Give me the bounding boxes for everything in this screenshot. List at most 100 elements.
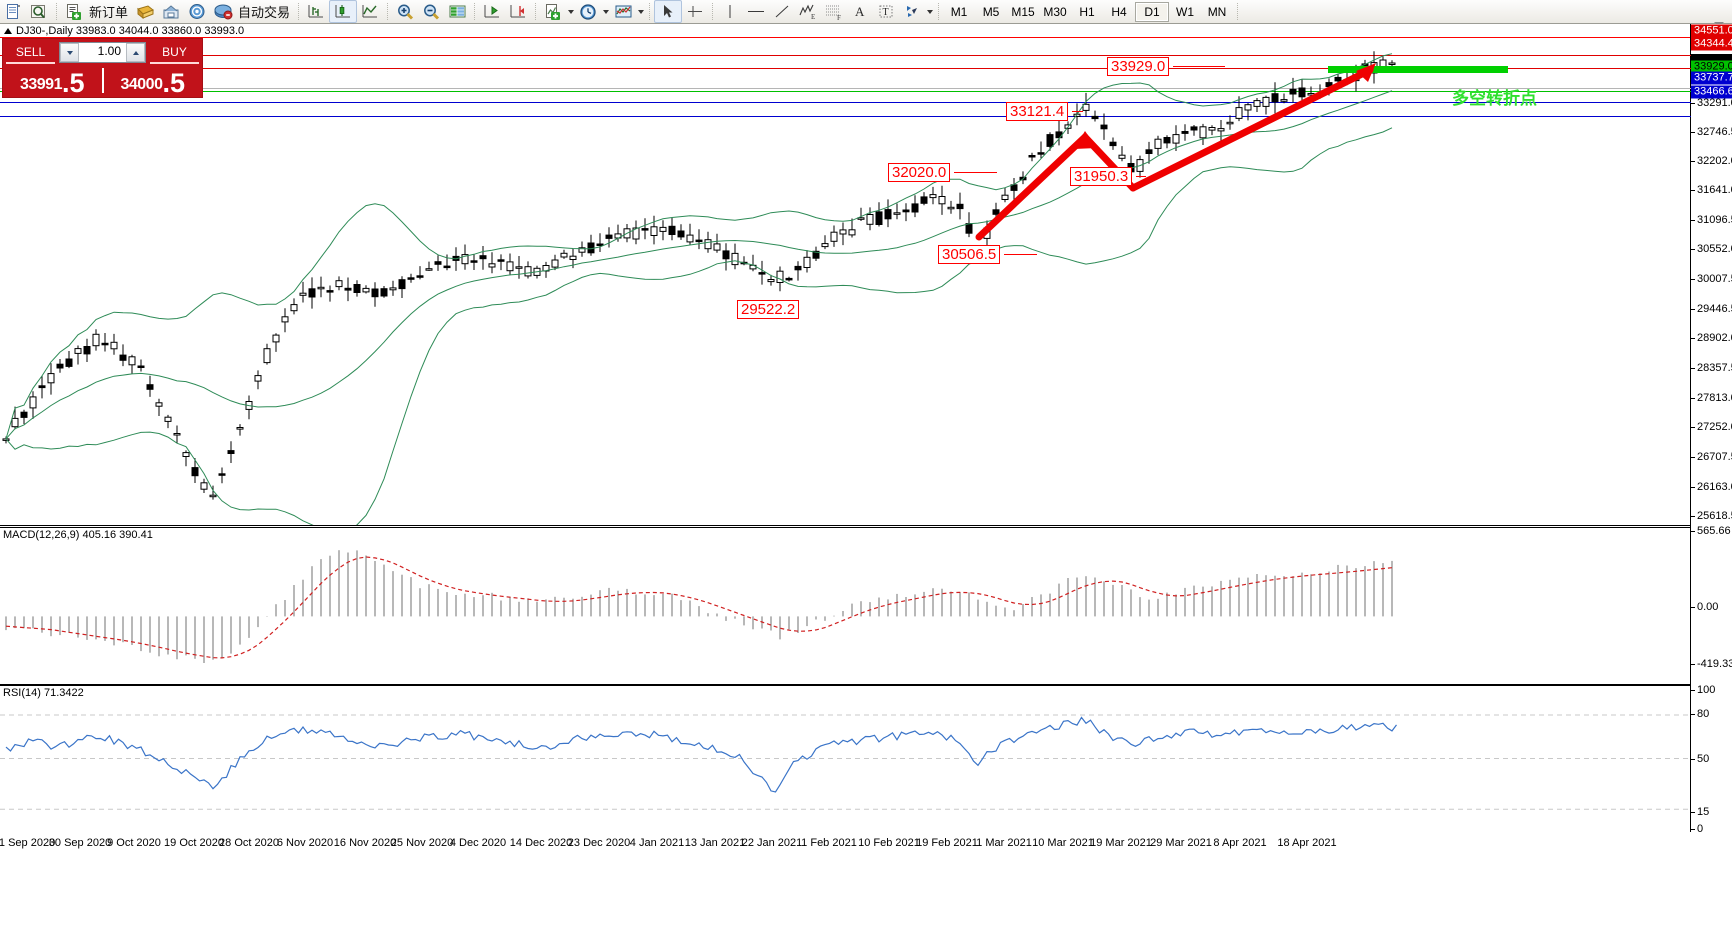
buy-button[interactable]: BUY (150, 41, 199, 64)
date-label: 4 Jan 2021 (629, 837, 685, 849)
line-chart-icon[interactable] (357, 1, 383, 22)
toolbar-separator (712, 2, 714, 21)
new-document-icon[interactable] (0, 1, 26, 22)
candlestick-chart-icon[interactable] (329, 0, 358, 23)
shapes-chevron-down-icon[interactable] (925, 1, 934, 22)
toolbar-separator (474, 2, 476, 21)
macd-label: MACD(12,26,9) 405.16 390.41 (3, 529, 153, 541)
macd-plot (5, 550, 1393, 663)
date-label: 30 Sep 2020 (48, 837, 112, 849)
rsi-label: RSI(14) 71.3422 (3, 687, 84, 699)
autoscroll-icon[interactable] (505, 1, 531, 22)
bar-chart-icon[interactable] (303, 1, 329, 22)
sell-button[interactable]: SELL (6, 41, 55, 64)
volume-stepper[interactable]: 1.00 (59, 42, 146, 63)
date-label: 18 Apr 2021 (1277, 837, 1337, 849)
chinese-note-label: 多空转折点 (1452, 89, 1537, 108)
signals-icon[interactable] (184, 1, 210, 22)
market-icon[interactable] (210, 1, 236, 22)
date-label: 19 Mar 2021 (1090, 837, 1152, 849)
crosshair-icon[interactable] (682, 1, 708, 22)
new-order-label[interactable]: 新订单 (89, 5, 129, 20)
templates-icon[interactable] (610, 1, 636, 22)
horizontal-line-icon[interactable] (743, 1, 769, 22)
fibonacci-icon[interactable]: F (821, 1, 847, 22)
volume-increase-button[interactable] (126, 43, 145, 62)
price-axis[interactable]: 33291.0 32746.5 32202.0 31641.0 31096.5 30552… (1691, 24, 1732, 835)
timeframe-d1[interactable]: D1 (1135, 1, 1170, 22)
text-icon[interactable]: A (847, 1, 873, 22)
one-click-trading-panel[interactable]: SELL 1.00 BUY 33991 . 5 34000 . 5 (2, 38, 203, 98)
price-annotation-31950.3[interactable]: 31950.3 (1070, 167, 1133, 186)
timeframe-m5[interactable]: M5 (982, 4, 1000, 19)
history-icon[interactable] (132, 1, 158, 22)
sell-price[interactable]: 33991 . 5 (3, 66, 102, 97)
buy-price[interactable]: 34000 . 5 (104, 66, 203, 98)
vertical-line-icon[interactable] (717, 1, 743, 22)
timeframe-m1[interactable]: M1 (950, 4, 968, 19)
axis-label-25618.5: 25618.5 (1697, 510, 1732, 522)
date-label: 14 Dec 2020 (509, 837, 573, 849)
period-icon[interactable] (575, 1, 601, 22)
price-tag-33466.6: 33466.6 (1691, 85, 1732, 99)
axis-tick (1691, 398, 1695, 399)
axis-tick (1691, 607, 1695, 608)
buy-price-last: 5 (169, 68, 186, 98)
data-window-icon[interactable] (158, 1, 184, 22)
timeframe-h4[interactable]: H4 (1111, 4, 1127, 19)
volume-decrease-button[interactable] (60, 43, 79, 62)
date-label: 16 Nov 2020 (333, 837, 397, 849)
symbol-search-icon[interactable] (26, 1, 52, 22)
timeframe-w1[interactable]: W1 (1176, 4, 1195, 19)
collapse-triangle-icon[interactable] (4, 28, 12, 34)
level-line-gray (0, 88, 1691, 89)
axis-tick (1691, 132, 1695, 133)
axis-tick (1691, 516, 1695, 517)
axis-label-30007.5: 30007.5 (1697, 273, 1732, 285)
oct-price-row: 33991 . 5 34000 . 5 (3, 66, 203, 98)
zoom-out-icon[interactable] (418, 1, 444, 22)
indicators-chevron-down-icon[interactable] (566, 1, 575, 22)
axis-label-33291.0: 33291.0 (1697, 97, 1732, 109)
shapes-icon[interactable] (899, 1, 925, 22)
zoom-in-icon[interactable] (392, 1, 418, 22)
text-label-icon[interactable]: T (873, 1, 899, 22)
axis-label-31096.5: 31096.5 (1697, 214, 1732, 226)
svg-text:A: A (855, 4, 865, 19)
elliott-wave-icon[interactable]: E (795, 1, 821, 22)
timeframe-mn[interactable]: MN (1207, 4, 1227, 19)
buy-price-main: 34000 (120, 76, 163, 93)
indicators-icon[interactable] (540, 1, 566, 22)
rsi-plot (0, 714, 1691, 810)
price-annotation-33929.0[interactable]: 33929.0 (1107, 57, 1170, 76)
axis-label-565.66: 565.66 (1697, 525, 1731, 537)
volume-input[interactable]: 1.00 (97, 44, 121, 58)
axis-label-32746.5: 32746.5 (1697, 126, 1732, 138)
period-chevron-down-icon[interactable] (601, 1, 610, 22)
price-annotation-30506.5[interactable]: 30506.5 (938, 245, 1001, 264)
axis-label-100: 100 (1697, 684, 1716, 696)
date-label: 25 Nov 2020 (390, 837, 454, 849)
timeframe-m15[interactable]: M15 (1011, 4, 1035, 19)
cursor-icon[interactable] (654, 0, 683, 23)
data-table-icon[interactable] (444, 1, 470, 22)
axis-label-31641.0: 31641.0 (1697, 184, 1732, 196)
axis-label-15: 15 (1697, 806, 1710, 818)
trendline-icon[interactable] (769, 1, 795, 22)
autotrading-label[interactable]: 自动交易 (238, 5, 291, 20)
buy-price-dot: . (162, 68, 170, 98)
new-order-icon[interactable] (61, 1, 87, 22)
axis-label-0.00: 0.00 (1697, 601, 1719, 613)
templates-chevron-down-icon[interactable] (636, 1, 645, 22)
symbol-info-text: DJ30-,Daily 33983.0 34044.0 33860.0 3399… (16, 25, 245, 37)
timeframe-m30[interactable]: M30 (1043, 4, 1067, 19)
timeframe-h1[interactable]: H1 (1079, 4, 1095, 19)
price-annotation-32020.0[interactable]: 32020.0 (888, 163, 951, 182)
axis-tick (1691, 103, 1695, 104)
macd-pane[interactable] (0, 527, 1691, 685)
chart-shift-icon[interactable] (479, 1, 505, 22)
price-annotation-33121.4[interactable]: 33121.4 (1006, 102, 1069, 121)
price-chart-pane[interactable] (0, 24, 1691, 526)
price-annotation-29522.2[interactable]: 29522.2 (737, 300, 800, 319)
